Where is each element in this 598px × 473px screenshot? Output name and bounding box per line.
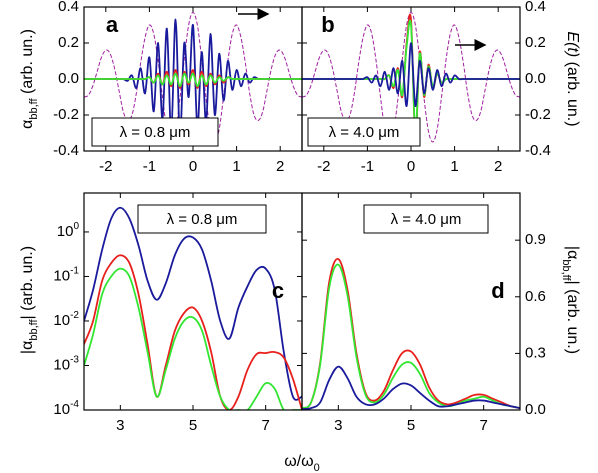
x-tick-label: 5 [407, 417, 415, 434]
annotation-box [91, 117, 219, 147]
y-tick-label: -0.4 [525, 142, 551, 159]
x-tick-label: -1 [143, 158, 156, 175]
panel-label: c [272, 278, 284, 303]
y-tick-label-exp: -3 [70, 355, 79, 366]
panel-label: a [106, 12, 119, 37]
annotation: λ = 0.8 μm [120, 124, 191, 141]
series-line [84, 11, 302, 143]
y-tick-label: 0.4 [58, 0, 79, 15]
y-tick-label: 10-2 [53, 310, 79, 329]
y-tick-label: -0.2 [525, 106, 551, 123]
y-tick-label-exp: -4 [70, 399, 79, 410]
x-tick-label: 1 [450, 158, 458, 175]
x-tick-label: -1 [361, 158, 374, 175]
x-tick-label: 3 [116, 417, 124, 434]
x-axis-label-sub: 0 [314, 462, 320, 473]
x-axis-label: ω/ω0 [284, 453, 320, 473]
y-tick-label: 0.0 [525, 401, 546, 418]
y-tick-label: 0.2 [58, 34, 79, 51]
y-tick-label: 0.9 [525, 231, 546, 248]
y-tick-label: 10-1 [53, 266, 79, 285]
y2-axis-label-rest: | (arb. un.) [564, 281, 581, 355]
y-tick-label-exp: 0 [73, 221, 79, 232]
y2-axis-label-sub: bb,ff [560, 259, 572, 281]
y2-axis-label-rest: (arb. un.) [564, 57, 581, 126]
panel-label: b [321, 12, 334, 37]
y-tick-label: 0.2 [525, 34, 546, 51]
series-line [302, 365, 520, 410]
x-axis-label-text: ω/ω [284, 453, 313, 470]
y-axis-label-rest: (arb. un.) [19, 29, 36, 98]
x-tick-label: -2 [317, 158, 330, 175]
x-tick-label: 0 [407, 158, 415, 175]
series-line [84, 254, 302, 410]
series-line [302, 258, 520, 409]
series-line [84, 267, 302, 410]
annotation-box [307, 117, 421, 147]
x-tick-label: 3 [334, 417, 342, 434]
panel: -2 -1 0 1 2 -0.4 -0.2 0.0 0.2 0.4 b λ = 4.0 μm [301, 0, 551, 175]
y-tick-label: -0.2 [53, 106, 79, 123]
x-tick-label: 0 [189, 158, 197, 175]
y-tick-label: 0.3 [525, 344, 546, 361]
y-tick-label: 0.0 [58, 70, 79, 87]
y-tick-label: 100 [57, 221, 80, 240]
annotation: λ = 4.0 μm [329, 124, 400, 141]
y-tick-label: 0.4 [525, 0, 546, 15]
y2-axis-label: |αbb,ff| (arb. un.) [560, 246, 581, 354]
y2-axis-label-text: |α [564, 246, 581, 259]
y-tick-label-text: 10 [57, 223, 74, 240]
x-tick-label: 1 [232, 158, 240, 175]
y-tick-label: 10-4 [53, 399, 79, 418]
y-axis-label: αbb,ff (arb. un.) [19, 29, 40, 129]
x-tick-label: 7 [261, 417, 269, 434]
y-tick-label-text: 10 [53, 312, 70, 329]
series-line [84, 206, 302, 401]
y-tick-label-text: 10 [53, 401, 70, 418]
x-tick-label: -2 [99, 158, 112, 175]
y-axis-label-sub: bb,ff [28, 319, 40, 341]
y2-axis-label: E(t) (arb. un.) [564, 31, 581, 126]
axes-frame [301, 192, 521, 411]
panel-label: d [491, 278, 504, 303]
x-tick-label: 5 [189, 417, 197, 434]
annotation-box [137, 204, 267, 234]
annotation: λ = 4.0 μm [391, 211, 462, 228]
y-tick-label-text: 10 [53, 267, 70, 284]
series-line [84, 72, 302, 88]
y-axis-label: |αbb,ff| (arb. un.) [19, 246, 40, 354]
y-tick-label-exp: -1 [70, 266, 79, 277]
x-tick-label: 2 [494, 158, 502, 175]
y-axis-label-sub: bb,ff [28, 98, 40, 120]
y2-axis-label-text: E(t) [564, 31, 581, 57]
series-line [302, 42, 520, 107]
y-tick-label-exp: -2 [70, 310, 79, 321]
panel: 3 5 7 0.0 0.3 0.6 0.9 d λ = 4.0 μm [301, 192, 546, 434]
x-tick-label: 7 [479, 417, 487, 434]
series-line [302, 11, 520, 143]
y-axis-label-text: α [19, 120, 36, 129]
y-axis-label-rest: | (arb. un.) [19, 246, 36, 320]
x-tick-label: 2 [276, 158, 284, 175]
y-tick-label: 0.6 [525, 288, 546, 305]
y-tick-label: 0.0 [525, 70, 546, 87]
annotation-box [363, 204, 489, 234]
y-axis-label-text: |α [19, 341, 36, 354]
annotation: λ = 0.8 μm [167, 211, 238, 228]
panel: 3 5 7 c λ = 0.8 μm [83, 192, 303, 434]
y-tick-label: 10-3 [53, 355, 79, 374]
series-line [302, 263, 520, 409]
axes-frame [301, 6, 521, 152]
y-tick-label: -0.4 [53, 142, 79, 159]
y-tick-label-text: 10 [53, 356, 70, 373]
panel: -2 -1 0 1 2 -0.4 -0.2 0.0 0.2 0.4 a λ = 0.8 μm [53, 0, 303, 175]
